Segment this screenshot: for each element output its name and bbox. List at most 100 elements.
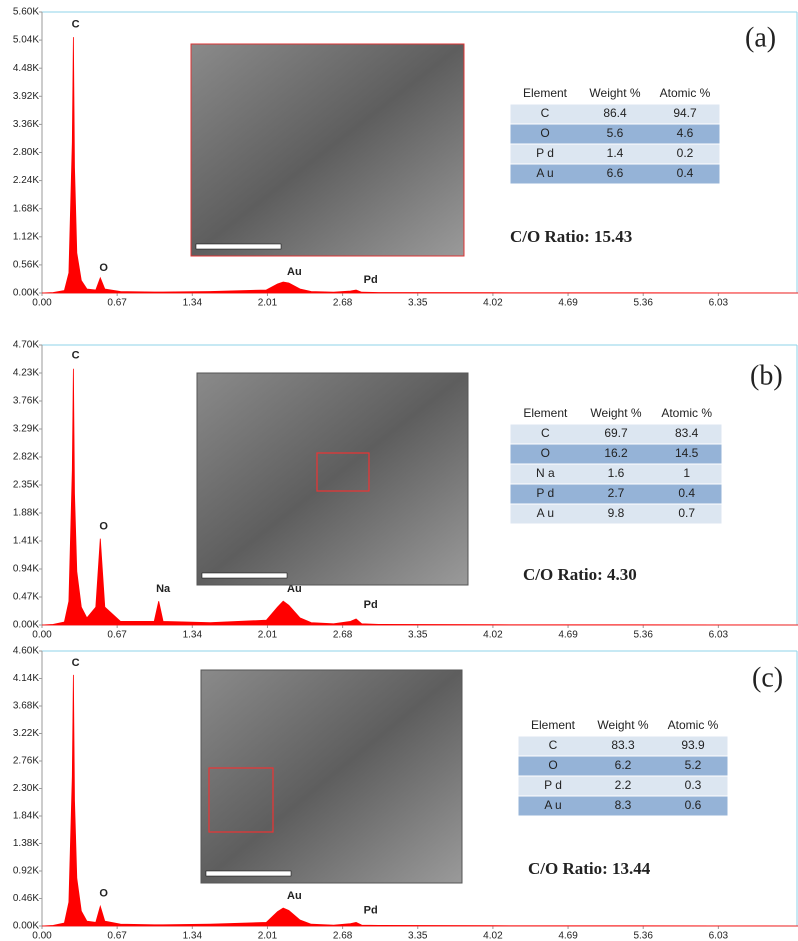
y-tick-label: 0.00K	[13, 288, 39, 299]
y-tick-label: 2.24K	[13, 175, 39, 186]
peak-label: O	[99, 888, 108, 900]
table-cell: 86.4	[603, 106, 627, 120]
peak-label: C	[72, 657, 80, 669]
table-header: Element	[531, 718, 576, 732]
x-tick-label: 2.01	[258, 630, 278, 641]
x-tick-label: 2.01	[258, 931, 278, 941]
panel-label: (a)	[745, 22, 776, 53]
table-header: Atomic %	[661, 406, 712, 420]
y-tick-label: 1.41K	[13, 536, 39, 547]
y-tick-label: 5.04K	[13, 35, 39, 46]
peak-label: C	[72, 18, 80, 30]
y-tick-label: 0.56K	[13, 260, 39, 271]
table-cell: 8.3	[615, 798, 632, 812]
y-tick-label: 5.60K	[13, 7, 39, 18]
sem-image	[190, 43, 465, 257]
x-tick-label: 4.69	[558, 630, 578, 641]
table-row	[517, 795, 729, 817]
scale-bar	[195, 243, 282, 250]
table-row	[509, 163, 721, 185]
table-cell: 16.2	[604, 446, 628, 460]
table-cell: 69.7	[604, 426, 628, 440]
table-cell: 0.2	[677, 146, 694, 160]
y-tick-label: 3.68K	[13, 701, 39, 712]
table-cell: 1.6	[608, 466, 625, 480]
y-tick-label: 0.92K	[13, 866, 39, 877]
table-cell: 14.5	[675, 446, 699, 460]
y-tick-label: 2.30K	[13, 783, 39, 794]
y-tick-label: 2.80K	[13, 147, 39, 158]
table-cell: 4.6	[677, 126, 694, 140]
table-cell: 83.3	[611, 738, 635, 752]
table-cell: 6.2	[615, 758, 632, 772]
x-tick-label: 4.02	[483, 630, 503, 641]
peak-label: Pd	[364, 599, 378, 611]
table-cell: A u	[544, 798, 561, 812]
y-tick-label: 4.14K	[13, 673, 39, 684]
table-header: Weight %	[590, 406, 641, 420]
table-cell: C	[549, 738, 558, 752]
table-header: Atomic %	[668, 718, 719, 732]
table-cell: P d	[536, 486, 554, 500]
peak-label: Pd	[364, 274, 378, 286]
x-tick-label: 4.02	[483, 298, 503, 309]
y-tick-label: 4.23K	[13, 368, 39, 379]
table-cell: 1	[683, 466, 690, 480]
x-tick-label: 2.01	[258, 298, 278, 309]
table-cell: 0.3	[685, 778, 702, 792]
peak-label: O	[99, 521, 108, 533]
y-tick-label: 3.22K	[13, 728, 39, 739]
y-tick-label: 4.60K	[13, 646, 39, 657]
table-cell: 0.6	[685, 798, 702, 812]
x-tick-label: 3.35	[408, 298, 428, 309]
x-tick-label: 3.35	[408, 630, 428, 641]
y-tick-label: 0.94K	[13, 564, 39, 575]
x-tick-label: 5.36	[633, 931, 653, 941]
table-cell: 2.7	[608, 486, 625, 500]
x-tick-label: 4.69	[558, 931, 578, 941]
x-tick-label: 6.03	[709, 931, 729, 941]
table-cell: 1.4	[607, 146, 624, 160]
selected-area	[208, 767, 274, 833]
x-tick-label: 4.69	[558, 298, 578, 309]
y-tick-label: 0.47K	[13, 592, 39, 603]
peak-label: Au	[287, 266, 302, 278]
y-tick-label: 3.29K	[13, 424, 39, 435]
y-tick-label: 1.88K	[13, 508, 39, 519]
table-cell: 5.6	[607, 126, 624, 140]
sem-image	[196, 372, 469, 586]
table-cell: 94.7	[673, 106, 697, 120]
table-cell: 9.8	[608, 506, 625, 520]
x-tick-label: 1.34	[183, 630, 203, 641]
peak-label: Au	[287, 890, 302, 902]
x-tick-label: 5.36	[633, 630, 653, 641]
y-tick-label: 4.70K	[13, 340, 39, 351]
spectrum	[41, 674, 798, 927]
x-tick-label: 4.02	[483, 931, 503, 941]
x-tick-label: 0.67	[107, 630, 127, 641]
table-cell: 83.4	[675, 426, 699, 440]
y-tick-label: 0.00K	[13, 620, 39, 631]
y-tick-label: 2.76K	[13, 756, 39, 767]
y-tick-label: 4.48K	[13, 63, 39, 74]
peak-label: Pd	[364, 904, 378, 916]
x-tick-label: 2.68	[333, 630, 353, 641]
panel-label: (b)	[750, 360, 783, 391]
spectrum	[41, 368, 798, 626]
y-tick-label: 3.76K	[13, 396, 39, 407]
x-tick-label: 1.34	[183, 931, 203, 941]
table-cell: 2.2	[615, 778, 632, 792]
ratio-label: C/O Ratio: 15.43	[510, 227, 632, 246]
table-header: Weight %	[589, 86, 640, 100]
x-tick-label: 5.36	[633, 298, 653, 309]
y-tick-label: 0.00K	[13, 921, 39, 932]
table-cell: 6.6	[607, 166, 624, 180]
x-tick-label: 0.00	[32, 630, 52, 641]
y-tick-label: 0.46K	[13, 893, 39, 904]
table-cell: 0.4	[677, 166, 694, 180]
scale-bar	[201, 572, 288, 579]
y-tick-label: 3.36K	[13, 119, 39, 130]
x-tick-label: 0.00	[32, 931, 52, 941]
table-cell: A u	[536, 166, 553, 180]
y-tick-label: 1.12K	[13, 231, 39, 242]
